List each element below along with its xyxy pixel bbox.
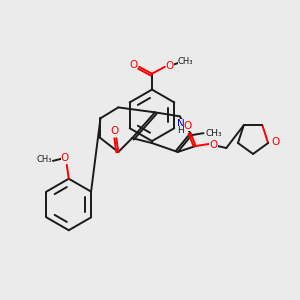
- Text: N: N: [177, 119, 184, 129]
- Text: O: O: [61, 153, 69, 163]
- Text: CH₃: CH₃: [36, 155, 52, 164]
- Text: H: H: [177, 126, 184, 135]
- Text: CH₃: CH₃: [178, 57, 194, 66]
- Text: O: O: [184, 121, 192, 131]
- Text: O: O: [166, 61, 174, 71]
- Text: O: O: [129, 60, 137, 70]
- Text: CH₃: CH₃: [205, 129, 222, 138]
- Text: O: O: [271, 137, 279, 147]
- Text: O: O: [110, 126, 118, 136]
- Text: O: O: [209, 140, 217, 150]
